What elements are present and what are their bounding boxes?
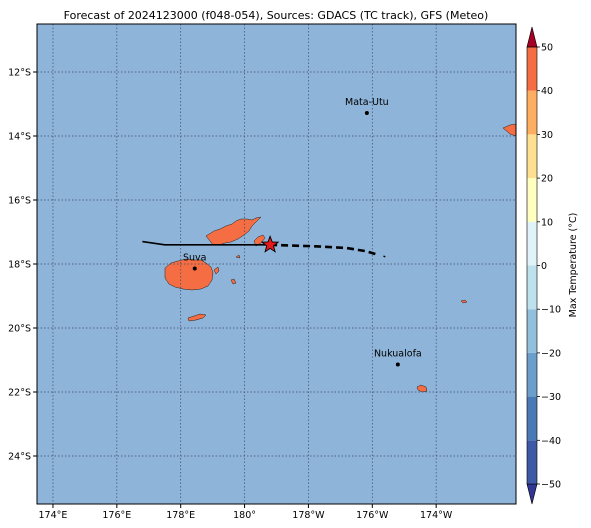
lat-tick-label: 24°S bbox=[8, 452, 31, 463]
colorbar: 50 40 30 20 10 0 −10 −20 −30 −40 −50 Max Temperatu… bbox=[526, 26, 579, 505]
colorbar-tick-label: −50 bbox=[541, 480, 561, 491]
colorbar-band bbox=[527, 90, 537, 135]
colorbar-band bbox=[527, 309, 537, 353]
lon-tick-label: 176°W bbox=[356, 510, 389, 521]
place-markers: Mata-Utu Suva Nukualofa bbox=[183, 97, 422, 367]
colorbar-band bbox=[527, 134, 537, 179]
colorbar-band bbox=[527, 396, 537, 441]
island-niuafoou bbox=[460, 299, 468, 304]
lat-tick-label: 14°S bbox=[8, 132, 31, 143]
island-lau-1 bbox=[230, 278, 237, 285]
colorbar-tick-label: 40 bbox=[541, 86, 553, 97]
lat-tick-label: 12°S bbox=[8, 68, 31, 79]
lon-tick-label: 176°E bbox=[102, 510, 131, 521]
place-dot bbox=[395, 362, 400, 367]
colorbar-band bbox=[527, 178, 537, 222]
colorbar-tick-label: −20 bbox=[541, 348, 561, 359]
colorbar-label: Max Temperature (°C) bbox=[568, 213, 579, 318]
colorbar-tick-label: −40 bbox=[541, 436, 561, 447]
colorbar-band bbox=[527, 440, 537, 484]
colorbar-band bbox=[527, 352, 537, 397]
lon-tick-label: 178°E bbox=[166, 510, 195, 521]
colorbar-tick-label: 20 bbox=[541, 174, 553, 185]
map-panel: Mata-Utu Suva Nukualofa bbox=[36, 23, 517, 505]
lat-tick-label: 18°S bbox=[8, 260, 31, 271]
track-forecast-tail bbox=[383, 255, 388, 259]
storm-position-star-icon bbox=[260, 235, 280, 253]
place-dot bbox=[192, 266, 197, 271]
lon-tick-label: 174°E bbox=[39, 510, 68, 521]
place-label: Mata-Utu bbox=[345, 97, 389, 108]
lon-tick-label: 174°W bbox=[420, 510, 453, 521]
track-forecast-line bbox=[270, 243, 380, 257]
island-taveuni bbox=[253, 234, 266, 247]
lat-tick-label: 22°S bbox=[8, 388, 31, 399]
colorbar-tick-label: 0 bbox=[541, 261, 547, 272]
colorbar-band bbox=[527, 221, 537, 266]
land-layer bbox=[164, 123, 517, 393]
lon-tick-label: 178°W bbox=[292, 510, 325, 521]
cyclone-track bbox=[142, 240, 388, 259]
colorbar-tick-label: 30 bbox=[541, 130, 553, 141]
island-tongatapu bbox=[416, 384, 428, 393]
longitude-axis: 174°E 176°E 178°E 180° 178°W 176°W 174°W bbox=[39, 504, 453, 521]
colorbar-bands bbox=[526, 26, 538, 505]
place-label: Suva bbox=[183, 252, 207, 263]
colorbar-ticks: 50 40 30 20 10 0 −10 −20 −30 −40 −50 bbox=[537, 43, 561, 491]
latitude-axis: 12°S 14°S 16°S 18°S 20°S 22°S 24°S bbox=[8, 68, 37, 463]
lat-tick-label: 20°S bbox=[8, 324, 31, 335]
colorbar-extend-max bbox=[526, 26, 538, 48]
place-label: Nukualofa bbox=[374, 348, 422, 359]
colorbar-tick-label: 10 bbox=[541, 217, 553, 228]
place-dot bbox=[364, 110, 369, 115]
colorbar-tick-label: −30 bbox=[541, 392, 561, 403]
island-ovalau bbox=[213, 266, 220, 275]
island-viti-levu bbox=[164, 258, 214, 291]
colorbar-tick-label: −10 bbox=[541, 305, 561, 316]
lat-tick-label: 16°S bbox=[8, 196, 31, 207]
island-kadavu bbox=[187, 313, 207, 322]
figure-title: Forecast of 2024123000 (f048-054), Sourc… bbox=[64, 9, 489, 22]
colorbar-band bbox=[527, 265, 537, 310]
colorbar-tick-label: 50 bbox=[541, 43, 553, 54]
island-lau-2 bbox=[235, 254, 241, 259]
track-past-line bbox=[142, 240, 271, 246]
colorbar-band bbox=[527, 47, 537, 91]
colorbar-extend-min bbox=[526, 483, 538, 505]
lon-tick-label: 180° bbox=[233, 510, 256, 521]
gridlines bbox=[37, 24, 516, 504]
